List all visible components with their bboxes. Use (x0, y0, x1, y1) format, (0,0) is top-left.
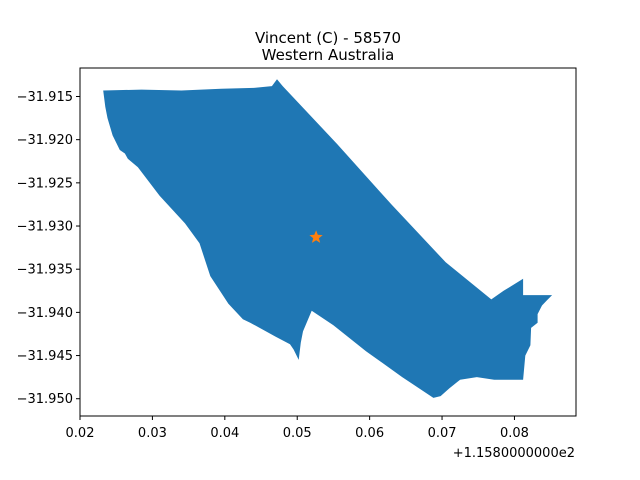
y-tick-label: −31.940 (17, 306, 73, 321)
y-tick-label: −31.950 (17, 392, 73, 407)
x-tick-label: 0.04 (210, 426, 239, 441)
x-axis: 0.02 0.03 0.04 0.05 0.06 0.07 0.08 (66, 416, 529, 441)
plot-area (103, 79, 553, 398)
y-tick-label: −31.915 (17, 90, 73, 105)
chart-title: Vincent (C) - 58570 (255, 29, 401, 47)
axes-frame (79, 67, 577, 417)
y-tick-label: −31.930 (17, 220, 73, 235)
centroid-star-marker (309, 230, 323, 243)
y-tick-label: −31.925 (17, 176, 73, 191)
chart-subtitle: Western Australia (262, 46, 395, 64)
x-tick-label: 0.08 (500, 426, 529, 441)
x-tick-label: 0.06 (355, 426, 384, 441)
x-tick-label: 0.03 (138, 426, 167, 441)
y-tick-label: −31.920 (17, 133, 73, 148)
x-tick-label: 0.07 (428, 426, 457, 441)
y-tick-label: −31.935 (17, 263, 73, 278)
x-tick-label: 0.02 (66, 426, 95, 441)
y-axis: −31.915 −31.920 −31.925 −31.930 −31.935 −31.9… (17, 90, 80, 407)
region-polygon (103, 79, 553, 398)
x-offset-label: +1.1580000000e2 (453, 446, 575, 461)
x-tick-label: 0.05 (283, 426, 312, 441)
y-tick-label: −31.945 (17, 349, 73, 364)
